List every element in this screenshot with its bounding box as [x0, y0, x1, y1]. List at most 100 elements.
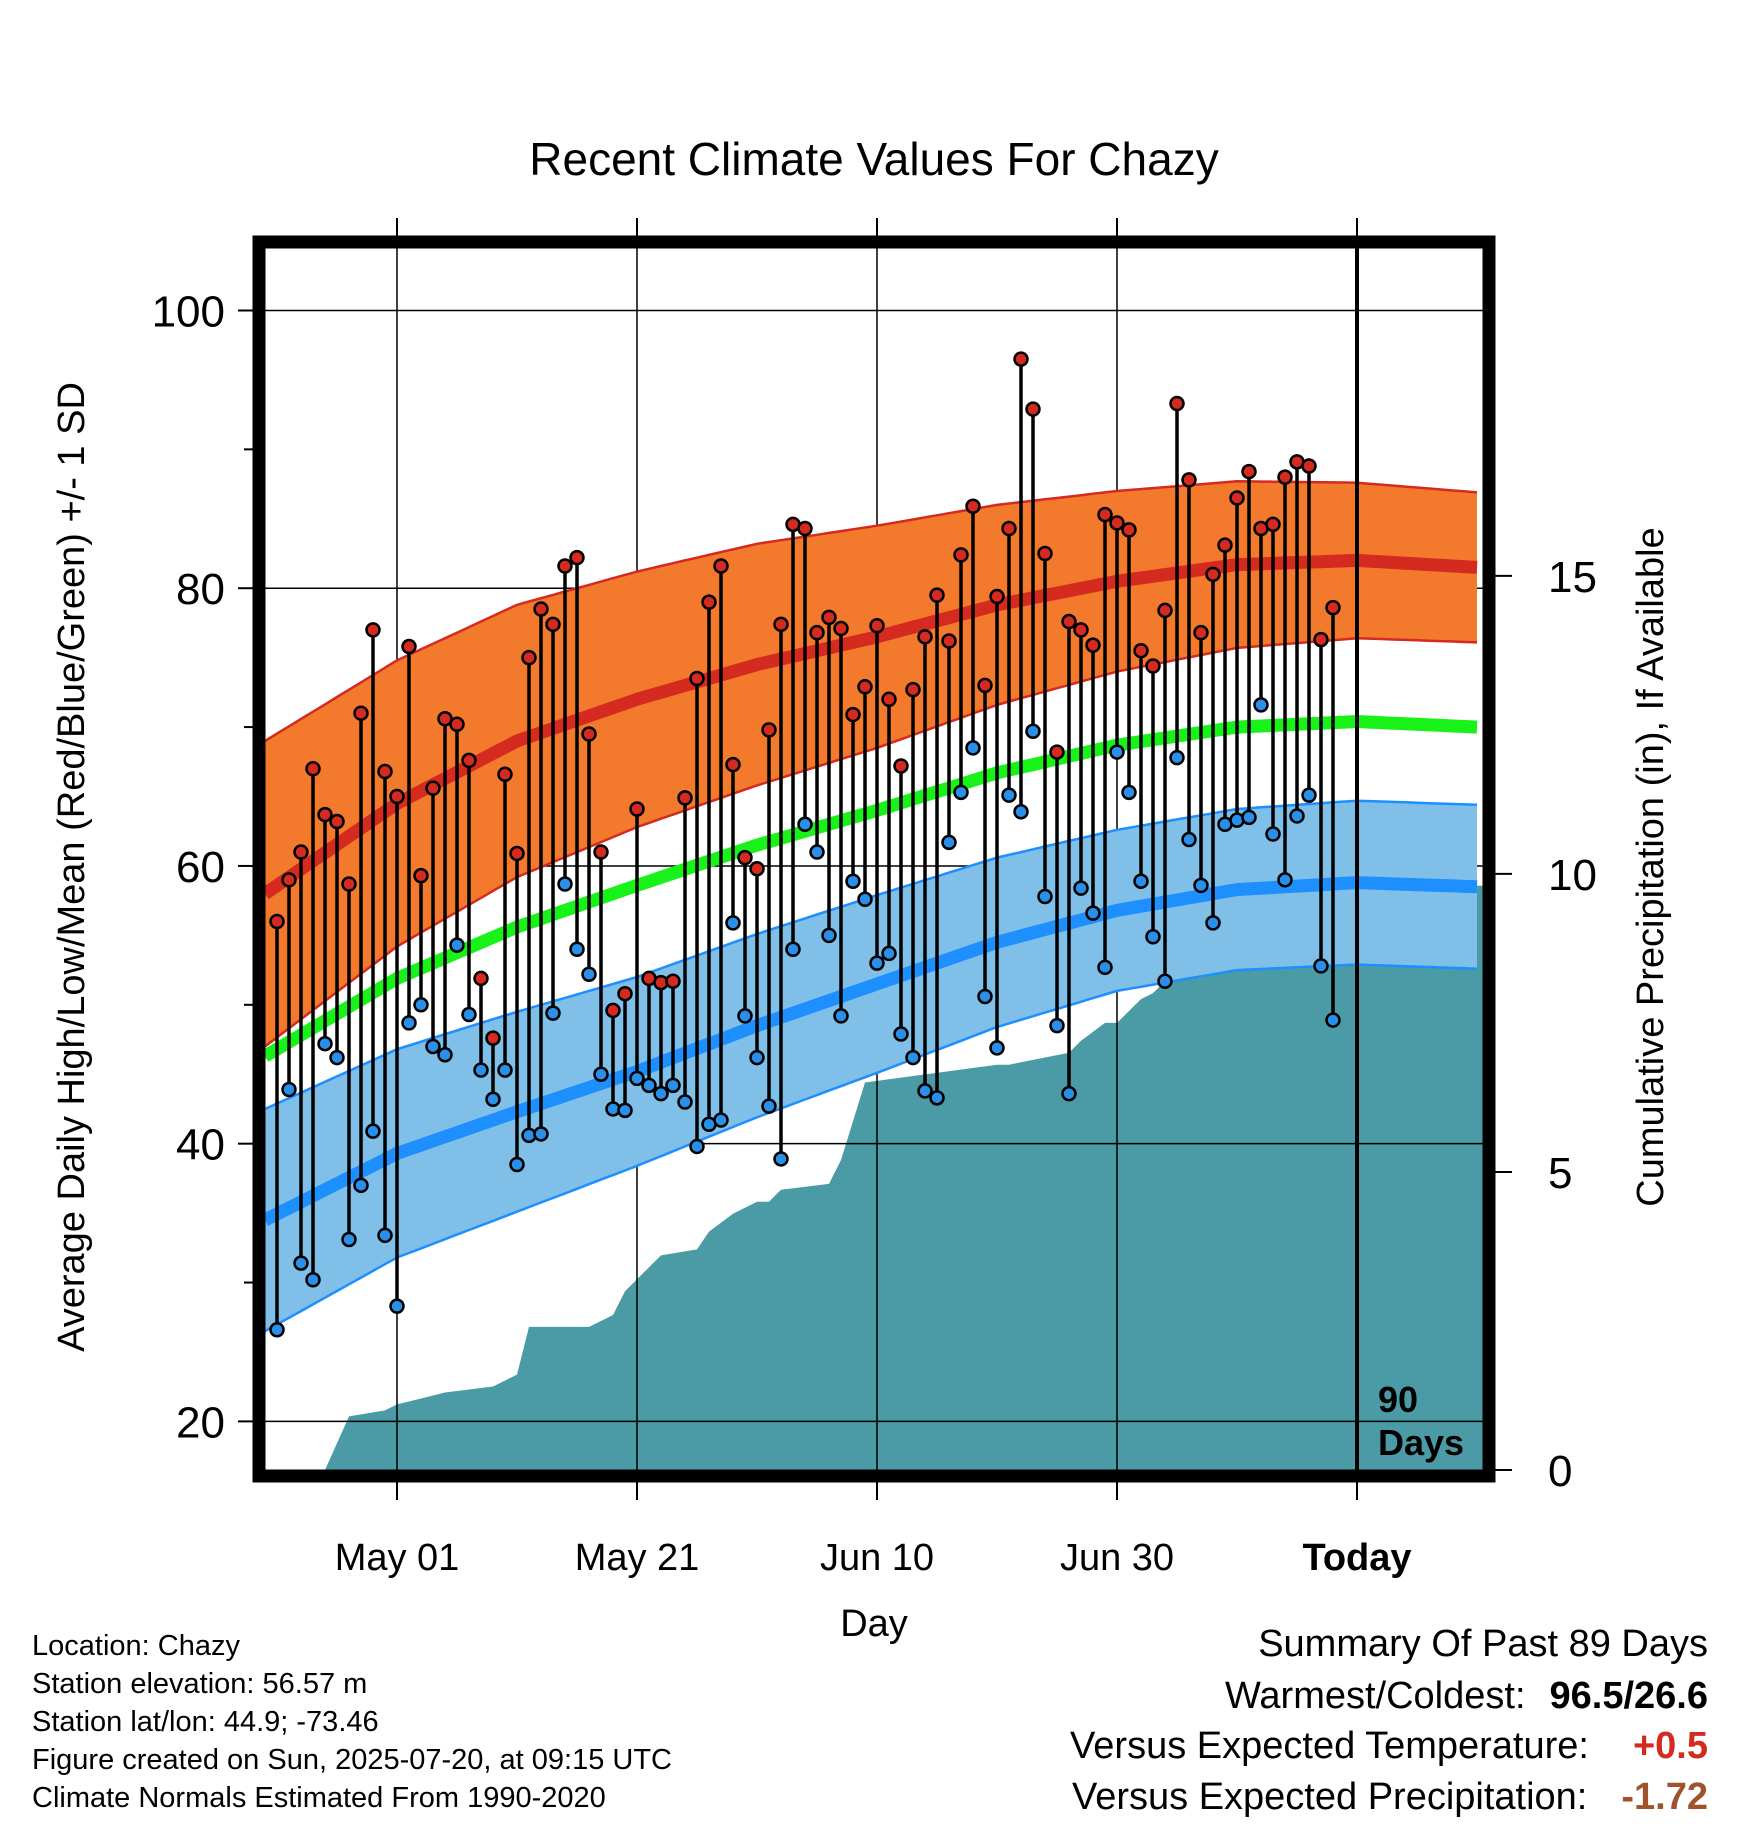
chart-title: Recent Climate Values For Chazy [529, 133, 1218, 185]
daily-high-point [353, 705, 369, 721]
daily-high-point [953, 547, 969, 563]
summary-precipitation: Versus Expected Precipitation: -1.72 [1072, 1776, 1708, 1819]
daily-low-point [533, 1126, 549, 1142]
daily-low-point [1097, 959, 1113, 976]
daily-high-point [1301, 458, 1317, 474]
y-tick-label: 80 [176, 565, 225, 614]
warmest-label: Warmest/Coldest: [1224, 1675, 1526, 1717]
daily-low-point [1085, 905, 1101, 921]
daily-high-point [929, 587, 945, 603]
daily-high-point [401, 638, 417, 655]
daily-low-point [1013, 804, 1029, 820]
annotation-line-2: Days [1378, 1422, 1464, 1463]
daily-high-point [797, 520, 813, 537]
daily-low-point [329, 1049, 345, 1066]
low-normal-band-lower [265, 963, 1478, 1333]
plot-frame [252, 235, 1496, 1483]
daily-low-point [977, 988, 993, 1005]
daily-low-point [425, 1038, 441, 1055]
daily-high-point [1013, 351, 1029, 367]
daily-low-point [293, 1255, 309, 1271]
daily-high-point [305, 760, 321, 777]
daily-high-point [269, 913, 285, 930]
daily-low-point [809, 844, 825, 860]
daily-low-point [941, 834, 957, 851]
daily-high-point [1133, 642, 1149, 659]
daily-low-point [953, 784, 969, 801]
summary-temperature: Versus Expected Temperature: +0.5 [1070, 1725, 1708, 1768]
daily-high-point [1313, 631, 1329, 648]
daily-high-point [713, 558, 729, 574]
summary-warmest: Warmest/Coldest: 96.5/26.6 [1225, 1675, 1708, 1718]
daily-low-point [677, 1094, 693, 1110]
daily-low-point [761, 1098, 777, 1114]
daily-high-point [1157, 602, 1173, 619]
daily-high-point [281, 872, 297, 888]
daily-high-point [857, 679, 873, 695]
daily-high-point [629, 801, 645, 817]
daily-low-point [461, 1006, 477, 1023]
daily-low-point [905, 1049, 921, 1066]
daily-low-point [281, 1081, 297, 1098]
daily-high-point [737, 849, 753, 866]
temp-label: Versus Expected Temperature: [1070, 1725, 1589, 1767]
annotation-line-1: 90 [1378, 1379, 1418, 1420]
daily-high-point [965, 498, 981, 515]
daily-low-point [1037, 888, 1053, 905]
daily-high-point [413, 867, 429, 884]
daily-high-point [485, 1030, 501, 1046]
daily-low-point [545, 1005, 561, 1021]
high-normal-band-lower [265, 636, 1478, 1048]
daily-high-point [425, 780, 441, 796]
daily-high-point [761, 722, 777, 738]
daily-high-point [725, 756, 741, 773]
daily-high-point [1073, 622, 1089, 638]
daily-high-point [533, 601, 549, 617]
y-tick-label: 40 [176, 1121, 225, 1170]
location-text: Location: Chazy [32, 1630, 240, 1662]
y2-tick-label: 5 [1548, 1149, 1572, 1198]
daily-high-point [869, 617, 885, 634]
daily-high-point [689, 670, 705, 687]
daily-high-point [1001, 520, 1017, 537]
daily-high-point [1205, 566, 1221, 583]
daily-low-point [821, 927, 837, 944]
daily-low-point [485, 1091, 501, 1107]
latlon-text: Station lat/lon: 44.9; -73.46 [32, 1706, 379, 1738]
x-axis-label: Day [840, 1603, 908, 1645]
daily-low-point [1025, 723, 1041, 739]
daily-low-point [305, 1272, 321, 1288]
y-axis-label: Average Daily High/Low/Mean (Red/Blue/Gr… [51, 382, 93, 1352]
y2-tick-label: 15 [1548, 553, 1597, 602]
daily-high-point [1025, 401, 1041, 417]
daily-low-point [1061, 1085, 1077, 1102]
daily-low-point [569, 941, 585, 958]
daily-high-point [509, 845, 525, 862]
daily-high-point [1229, 490, 1245, 506]
daily-high-point [1049, 744, 1065, 760]
temp-value: +0.5 [1632, 1725, 1708, 1767]
daily-low-point [1301, 787, 1317, 803]
daily-high-point [581, 726, 597, 742]
daily-high-point [293, 844, 309, 860]
daily-low-point [917, 1083, 933, 1099]
daily-high-point [1109, 515, 1125, 531]
daily-low-point [857, 891, 873, 908]
daily-low-point [473, 1062, 489, 1078]
high-normal-band-upper [265, 480, 1478, 743]
daily-high-point [977, 677, 993, 694]
daily-low-point [1289, 808, 1305, 824]
daily-low-point [797, 816, 813, 833]
daily-low-point [845, 873, 861, 889]
daily-low-point [617, 1102, 633, 1119]
daily-low-point [1049, 1017, 1065, 1034]
y-tick-label: 60 [176, 843, 225, 892]
daily-low-point [1241, 809, 1257, 826]
mean-normal-line [265, 714, 1478, 1062]
daily-low-point [1325, 1012, 1341, 1028]
precip-label: Versus Expected Precipitation: [1071, 1776, 1588, 1818]
created-text: Figure created on Sun, 2025-07-20, at 09… [32, 1744, 672, 1776]
daily-low-point [689, 1138, 705, 1155]
elevation-text: Station elevation: 56.57 m [32, 1668, 368, 1700]
